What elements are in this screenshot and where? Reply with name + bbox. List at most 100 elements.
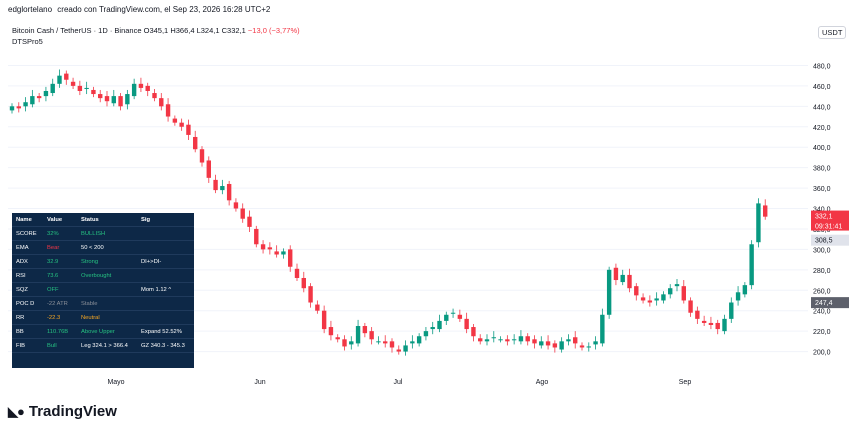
candle-body [118,96,123,107]
y-tick-label: 220,0 [813,329,831,336]
table-cell: EMA [16,244,29,251]
table-row: POC D -22 ATR Stable [12,297,194,311]
table-row: EMA Bear 50 < 200 [12,241,194,255]
table-cell: GZ 340.3 - 345.3 [141,342,185,349]
candle-body [606,269,612,315]
y-tick-label: 440,0 [813,104,831,111]
candle-body [50,83,55,94]
candle-body [654,298,659,301]
candle-body [70,81,76,86]
candle-body [539,341,544,346]
table-cell: -22 ATR [47,300,68,307]
table-cell: FIB [16,342,26,349]
candle-body [701,320,707,323]
table-header: Name Value Status Sig [12,213,194,227]
candle-body [620,274,625,283]
candle-body [98,94,103,99]
table-cell: 50 < 200 [81,244,104,251]
table-cell: Leg 324.1 > 366.4 [81,342,128,349]
candle-body [457,314,463,319]
candles [9,69,768,356]
symbol-name[interactable]: Bitcoin Cash / TetherUS · 1D · Binance [12,26,142,35]
indicator-table: Name Value Status Sig SCORE 32% BULLISH EMA Bear… [12,213,194,368]
candle-body [647,300,653,303]
candle-body [206,160,211,178]
open-value: O345,1 [143,26,169,35]
candle-body [471,327,476,337]
currency-button[interactable]: USDT [818,26,847,39]
author-name[interactable]: edglortelano [8,5,53,14]
table-cell: SCORE [16,230,37,237]
close-value: C332,1 [221,26,246,35]
x-tick-label: Ago [536,379,549,386]
candle-body [634,286,639,296]
indicator-name[interactable]: DTSPro5 [12,37,43,46]
price-tag [811,210,849,231]
candle-body [179,122,184,127]
table-cell: Neutral [81,314,100,321]
price-labels: 332,1 09:31:41 308,5 247,4 [811,210,849,309]
candle-body [403,345,408,352]
brand-name: TradingView [28,403,117,420]
candle-body [735,292,741,301]
table-cell: Overbought [81,272,112,279]
candle-body [335,337,340,340]
candle-body [138,83,144,88]
candle-body [131,83,137,97]
candle-body [389,341,395,348]
candle-body [566,339,571,342]
candle-body [315,304,320,311]
y-tick-label: 300,0 [813,247,831,254]
candle-body [165,104,171,117]
table-cell: Strong [81,258,99,265]
candle-body [674,284,680,287]
candle-body [681,286,686,301]
countdown-label: 09:31:41 [815,224,842,231]
candle-body [186,124,191,135]
candle-body [695,310,700,319]
candle-body [220,186,225,191]
candle-body [91,89,96,95]
candle-body [756,203,761,243]
candle-body [437,320,442,330]
table-cell: ADX [16,258,28,265]
candle-body [193,136,198,150]
time-axis: Mayo Jun Jul Ago Sep [107,379,691,386]
table-row: SQZ OFF Mom 1.12 ^ [12,283,194,297]
candle-body [416,336,422,344]
low-value: L324,1 [196,26,220,35]
candle-body [661,294,666,301]
candle-body [600,314,605,344]
candle-body [172,118,178,123]
table-cell: Bear [47,244,60,251]
y-tick-label: 400,0 [813,145,831,152]
table-cell: Expand 52.52% [141,328,182,335]
candle-body [450,312,456,314]
candle-body [301,277,306,289]
table-cell: POC D [16,300,35,307]
y-tick-label: 360,0 [813,186,831,193]
candle-body [226,183,232,201]
table-cell: 110.76B [47,328,69,335]
y-tick-label: 380,0 [813,166,831,173]
change-value: −13,0 (−3,77%) [247,26,300,35]
candle-body [525,336,530,342]
candle-body [159,98,164,107]
candle-body [396,349,401,352]
table-row: BB 110.76B Above Upper Expand 52.52% [12,325,194,339]
brand: ◣● TradingView [8,403,117,420]
candle-body [763,205,768,217]
candle-body [16,106,21,109]
candle-body [274,251,279,255]
candle-body [254,228,259,245]
table-cell: OFF [47,286,59,293]
candle-body [43,90,49,97]
candle-body [498,339,503,341]
header-attribution: edglortelano creado con TradingView.com,… [8,5,273,14]
candle-body [444,314,449,321]
candle-body [742,285,748,295]
table-cell: 73.6 [47,272,59,279]
candle-body [573,337,578,344]
candle-body [545,341,551,346]
